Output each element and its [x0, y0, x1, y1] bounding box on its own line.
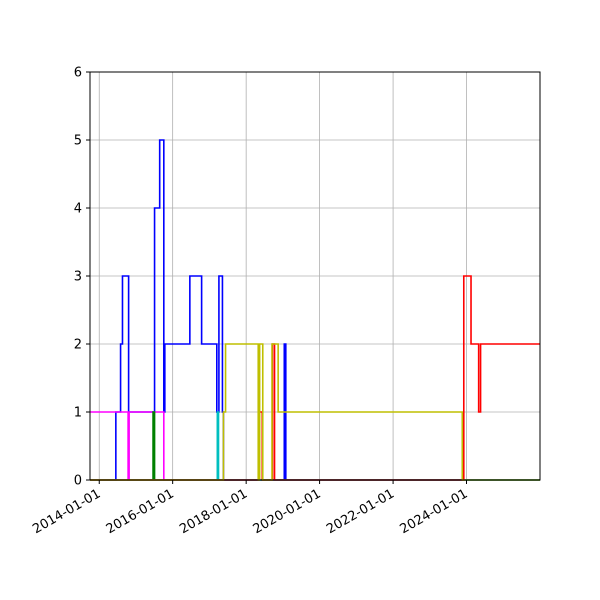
y-tick-label: 5 [74, 134, 82, 149]
y-tick-label: 1 [74, 406, 82, 421]
y-tick-label: 2 [74, 338, 82, 353]
series-line-2 [90, 411, 540, 481]
series-line-6 [90, 343, 540, 481]
y-tick-label: 3 [74, 270, 82, 285]
y-tick-label: 0 [74, 474, 82, 489]
y-tick-label: 6 [74, 66, 82, 81]
y-tick-label: 4 [74, 202, 82, 217]
